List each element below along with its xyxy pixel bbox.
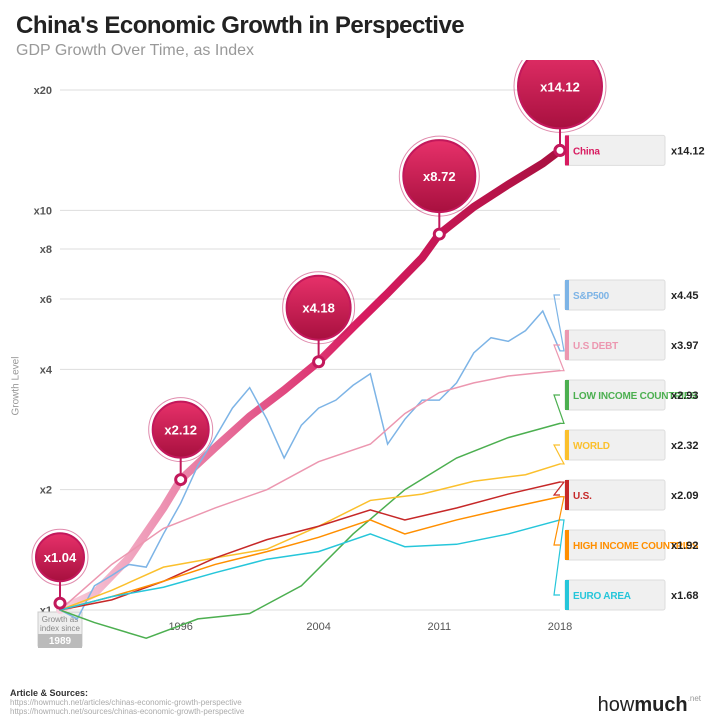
chart-svg: x1x2x4x8x6x10x2019891996200420112018Grow… xyxy=(10,60,705,650)
x-tick: 2011 xyxy=(427,621,451,633)
legend-value-world: x2.32 xyxy=(671,440,699,452)
y-tick: x4 xyxy=(40,364,53,376)
legend-euro: EURO AREA xyxy=(573,591,631,602)
legend-value-highincome: x1.92 xyxy=(671,540,699,552)
legend-value-china: x14.12 xyxy=(671,145,705,157)
y-tick: x2 xyxy=(40,485,52,497)
legend-value-us: x2.09 xyxy=(671,490,699,502)
logo-part-c: .net xyxy=(688,694,701,703)
bubble-label: x1.04 xyxy=(44,550,77,565)
series-usdebt xyxy=(60,371,560,610)
legend-world: WORLD xyxy=(573,441,610,452)
svg-text:1989: 1989 xyxy=(49,636,72,647)
logo-part-a: how xyxy=(598,694,635,716)
chart-subtitle: GDP Growth Over Time, as Index xyxy=(16,42,699,60)
bubble-label: x14.12 xyxy=(540,79,580,94)
bubble-label: x8.72 xyxy=(423,169,456,184)
header: China's Economic Growth in Perspective G… xyxy=(0,0,715,64)
legend-sp500: S&P500 xyxy=(573,291,610,302)
chart-title: China's Economic Growth in Perspective xyxy=(16,12,699,40)
legend-value-sp500: x4.45 xyxy=(671,290,699,302)
logo: howmuch.net xyxy=(598,694,701,717)
legend-usdebt: U.S DEBT xyxy=(573,341,618,352)
y-tick: x20 xyxy=(34,85,52,97)
legend-us: U.S. xyxy=(573,491,592,502)
legend-value-usdebt: x3.97 xyxy=(671,340,699,352)
legend-value-lowincome: x2.93 xyxy=(671,390,699,402)
legend-value-euro: x1.68 xyxy=(671,590,699,602)
logo-part-b: much xyxy=(634,694,687,716)
y-tick: x10 xyxy=(34,205,52,217)
bubble-label: x2.12 xyxy=(164,423,197,438)
y-tick: x8 xyxy=(40,244,52,256)
bubble-label: x4.18 xyxy=(302,301,335,316)
svg-text:index since: index since xyxy=(40,624,81,633)
x-tick: 2018 xyxy=(548,621,572,633)
series-sp500 xyxy=(60,311,560,619)
x-tick: 2004 xyxy=(306,621,330,633)
chart-container: Growth Level x1x2x4x8x6x10x2019891996200… xyxy=(10,60,705,650)
legend-china: China xyxy=(573,146,600,157)
y-tick: x6 xyxy=(40,294,52,306)
series-world xyxy=(60,464,560,610)
